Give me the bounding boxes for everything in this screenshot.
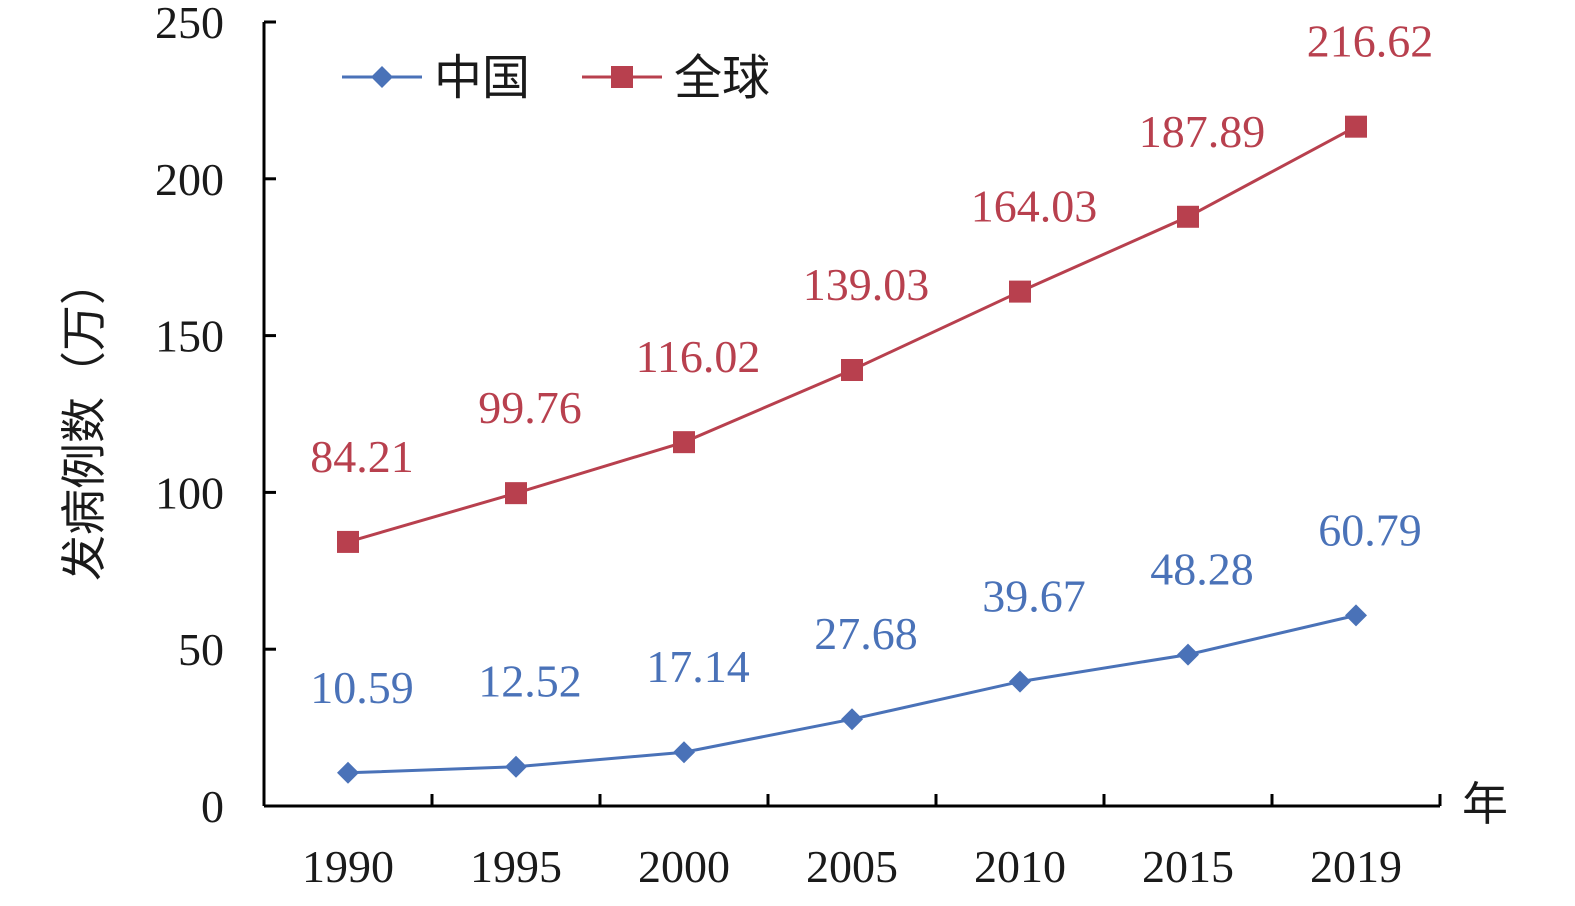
data-point-marker [841, 708, 863, 731]
legend: 中国 全球 [342, 52, 770, 105]
data-label: 164.03 [971, 181, 1098, 232]
x-tick-label: 2015 [1142, 841, 1234, 892]
legend-label: 全球 [674, 52, 770, 105]
data-label: 139.03 [803, 259, 930, 310]
data-point-marker [1009, 280, 1031, 303]
y-tick-label: 250 [155, 0, 224, 48]
legend-marker [371, 66, 393, 88]
x-tick-label: 1995 [470, 841, 562, 892]
data-label: 48.28 [1150, 544, 1254, 595]
data-label: 99.76 [478, 382, 582, 433]
y-tick-label: 0 [201, 781, 224, 832]
data-point-marker [1177, 643, 1199, 666]
data-label: 12.52 [478, 656, 582, 707]
x-tick-label: 2005 [806, 841, 898, 892]
series-china: 10.59 12.52 17.14 27.68 39.67 48.28 60.79 [310, 504, 1422, 784]
data-label: 187.89 [1139, 106, 1266, 157]
data-point-marker [1345, 115, 1367, 138]
y-tick-label: 200 [155, 154, 224, 205]
x-tick-label: 2010 [974, 841, 1066, 892]
data-label: 39.67 [982, 571, 1086, 622]
data-point-marker [337, 530, 359, 553]
series-line [347, 125, 1357, 544]
legend-label: 中国 [434, 52, 530, 105]
data-point-marker [1177, 205, 1199, 228]
data-point-marker [673, 431, 695, 454]
data-point-marker [1345, 604, 1367, 627]
data-label: 216.62 [1307, 16, 1434, 67]
x-tick-label: 2019 [1310, 841, 1402, 892]
x-axis: 1990 1995 2000 2005 2010 2015 2019 [264, 794, 1442, 892]
data-point-marker [673, 741, 695, 764]
x-tick-label: 2000 [638, 841, 730, 892]
x-tick-label: 1990 [302, 841, 394, 892]
data-point-marker [841, 359, 863, 382]
legend-marker [611, 66, 633, 88]
data-point-marker [505, 755, 527, 778]
y-axis-title: 发病例数（万） [59, 259, 110, 581]
data-label: 116.02 [636, 331, 761, 382]
data-label: 17.14 [646, 641, 750, 692]
data-label: 10.59 [310, 662, 414, 713]
data-label: 60.79 [1318, 504, 1422, 555]
data-point-marker [505, 482, 527, 505]
series-global: 84.21 99.76 116.02 139.03 164.03 187.89 216.62 [310, 16, 1433, 553]
series-layer: 10.59 12.52 17.1427.6839.6748.2860.7984.21… [310, 16, 1433, 784]
y-tick-label: 50 [178, 624, 224, 675]
data-point-marker [1009, 670, 1031, 693]
data-point-marker [337, 761, 359, 784]
y-axis: 0 50 100 150 200 250 [155, 0, 276, 832]
data-label: 84.21 [310, 431, 414, 482]
y-tick-label: 100 [155, 467, 224, 518]
x-axis-title: 年 [1462, 779, 1508, 830]
data-label: 27.68 [814, 608, 918, 659]
y-tick-label: 150 [155, 311, 224, 362]
